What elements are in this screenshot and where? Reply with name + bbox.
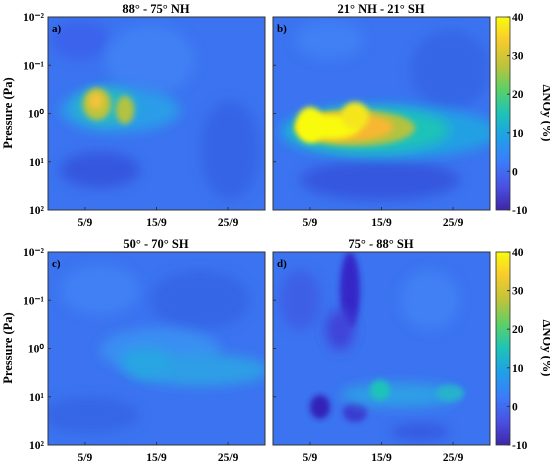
colorbar-tick-label: 20 [512,89,524,101]
y-tick-label: 10² [29,440,45,452]
y-tick-label: 10¹ [29,392,44,404]
colorbar-tick-label: 30 [512,286,524,298]
colorbar-tick-label: 30 [512,51,524,63]
y-tick-label: 10⁻² [23,247,45,259]
x-tick-label: 5/9 [78,452,93,464]
colorbar-tick-label: 10 [512,363,524,375]
x-tick-label: 15/9 [371,452,392,464]
y-tick-label: 10⁰ [28,343,45,356]
panel-c: 50° - 70° SH c) [47,237,266,446]
panel-a: 88° - 75° NH a) [47,2,266,211]
colorbar-tick-label: 40 [512,247,524,259]
colorbar-bottom: ΔNOy (%) [495,251,550,446]
colorbar-tick-label: 0 [512,401,518,413]
panel-b-label: b) [277,23,287,35]
colorbar-top-gradient [495,16,511,211]
panel-d-heatmap [273,252,490,445]
y-axis-label-bottom: Pressure (Pa) [1,312,15,383]
colorbar-tick-label: -10 [512,205,528,217]
panel-c-label: c) [52,258,61,270]
x-tick-label: 25/9 [443,217,464,229]
colorbar-bottom-gradient [495,251,511,446]
y-tick-label: 10⁻¹ [23,295,44,307]
x-tick-label: 5/9 [303,217,318,229]
panel-d: 75° - 88° SH d) [272,237,491,446]
x-tick-label: 25/9 [218,452,239,464]
colorbar-top: ΔNOy (%) [495,16,550,211]
panel-b-title: 21° NH - 21° SH [337,2,424,16]
colorbar-tick-label: 20 [512,324,524,336]
panel-b-heatmap [273,17,490,210]
y-tick-label: 10⁰ [28,108,45,121]
panel-d-label: d) [277,258,287,270]
y-tick-label: 10⁻¹ [23,60,44,72]
colorbar-top-label: ΔNOy (%) [540,85,550,142]
panel-a-title: 88° - 75° NH [122,2,190,16]
colorbar-tick-label: -10 [512,440,528,452]
panel-a-label: a) [52,23,62,35]
colorbar-tick-label: 10 [512,128,524,140]
y-tick-label: 10² [29,205,45,217]
colorbar-bottom-label: ΔNOy (%) [540,320,550,377]
panel-a-heatmap [48,17,265,210]
panel-c-heatmap [48,252,265,445]
x-tick-label: 5/9 [303,452,318,464]
colorbar-tick-label: 40 [512,12,524,24]
y-axis-label-top: Pressure (Pa) [1,77,15,148]
colorbar-tick-label: 0 [512,166,518,178]
y-tick-label: 10¹ [29,157,44,169]
x-tick-label: 15/9 [371,217,392,229]
x-tick-label: 15/9 [146,452,167,464]
x-tick-label: 25/9 [218,217,239,229]
panel-d-title: 75° - 88° SH [348,237,413,251]
x-tick-label: 25/9 [443,452,464,464]
colorbar-ticks: 40 30 20 10 0 -10 40 30 20 10 0 -10 [507,12,528,452]
y-tick-label: 10⁻² [23,12,45,24]
panel-b: 21° NH - 21° SH b) [272,2,491,211]
axis-ticks: 5/9 15/9 25/9 10⁻² 10⁻¹ 10⁰ 10¹ 10² 5/9 15/9 25/9 5… [23,12,464,464]
x-tick-label: 5/9 [78,217,93,229]
x-tick-label: 15/9 [146,217,167,229]
panel-c-title: 50° - 70° SH [123,237,188,251]
